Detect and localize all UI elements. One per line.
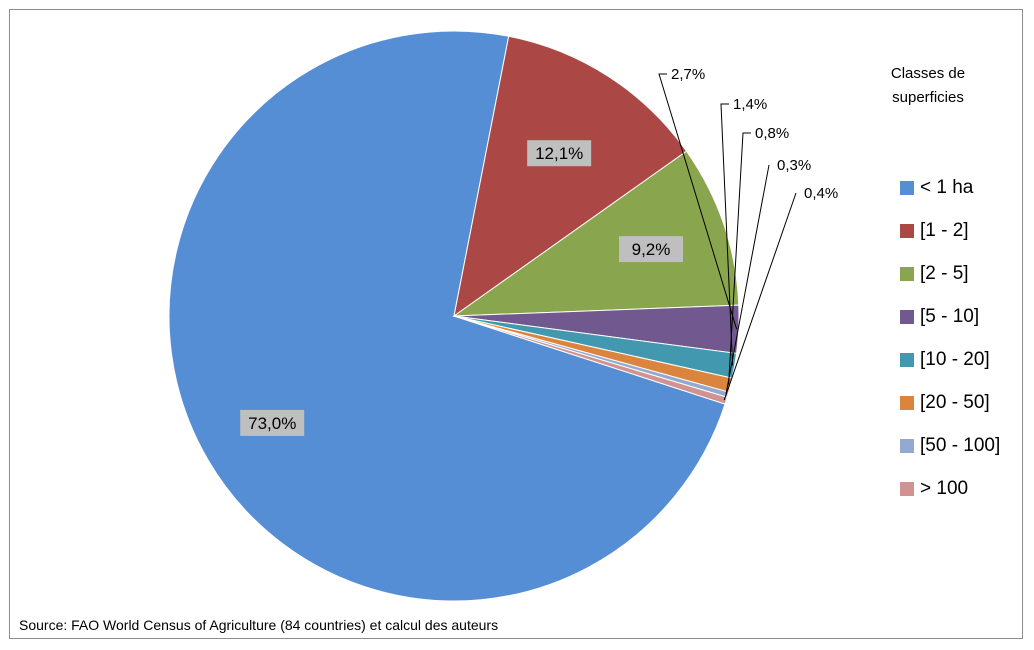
legend-item-1-ha: < 1 ha xyxy=(900,166,1000,209)
data-label: 1,4% xyxy=(733,96,767,113)
legend-swatch xyxy=(900,309,914,324)
data-label: 9,2% xyxy=(632,240,671,259)
data-label: 2,7% xyxy=(671,66,705,83)
legend-label: [20 - 50] xyxy=(920,391,990,413)
legend-title: Classes de superficies xyxy=(890,65,966,106)
leader-line xyxy=(725,164,770,395)
legend-item-5-10: [5 - 10] xyxy=(900,295,1000,338)
leader-line xyxy=(723,192,797,401)
legend-swatch xyxy=(900,395,914,410)
data-label-box xyxy=(619,236,684,263)
legend-item-2-5: [2 - 5] xyxy=(900,252,1000,295)
pie-slice-2-5 xyxy=(452,150,740,317)
legend-item-100: > 100 xyxy=(900,467,1000,510)
data-label-box xyxy=(527,140,592,167)
leader-line xyxy=(728,132,751,385)
legend-swatch xyxy=(900,180,914,195)
legend-label: > 100 xyxy=(920,477,969,499)
legend-label: [2 - 5] xyxy=(920,262,969,284)
data-label: 12,1% xyxy=(535,144,583,163)
legend-item-50-100: [50 - 100] xyxy=(900,424,1000,467)
legend-item-20-50: [20 - 50] xyxy=(900,381,1000,424)
legend-label: [50 - 100] xyxy=(920,434,1001,456)
source-note: Source: FAO World Census of Agriculture … xyxy=(19,617,499,633)
legend-label: [5 - 10] xyxy=(920,305,980,327)
legend-swatch xyxy=(900,352,914,367)
pie-slice-100 xyxy=(453,315,728,405)
legend-label: < 1 ha xyxy=(920,176,974,198)
pie-slice-1-ha xyxy=(168,30,726,602)
legend-swatch xyxy=(900,481,914,496)
legend-swatch xyxy=(900,223,914,238)
pie-slice-1-2 xyxy=(453,35,688,318)
legend-swatch xyxy=(900,266,914,281)
data-label: 0,8% xyxy=(755,125,789,142)
legend: < 1 ha [1 - 2] [2 - 5] [5 - 10] [10 - 20] [20… xyxy=(900,166,1000,510)
legend-item-1-2: [1 - 2] xyxy=(900,209,1000,252)
data-label: 0,3% xyxy=(777,157,811,174)
legend-swatch xyxy=(900,438,914,453)
legend-label: [1 - 2] xyxy=(920,219,969,241)
data-label-box xyxy=(240,409,305,436)
data-label: 0,4% xyxy=(804,185,838,202)
leader-line xyxy=(720,103,734,366)
data-label: 73,0% xyxy=(248,414,296,433)
legend-label: [10 - 20] xyxy=(920,348,990,370)
legend-item-10-20: [10 - 20] xyxy=(900,338,1000,381)
leader-line xyxy=(658,73,738,330)
